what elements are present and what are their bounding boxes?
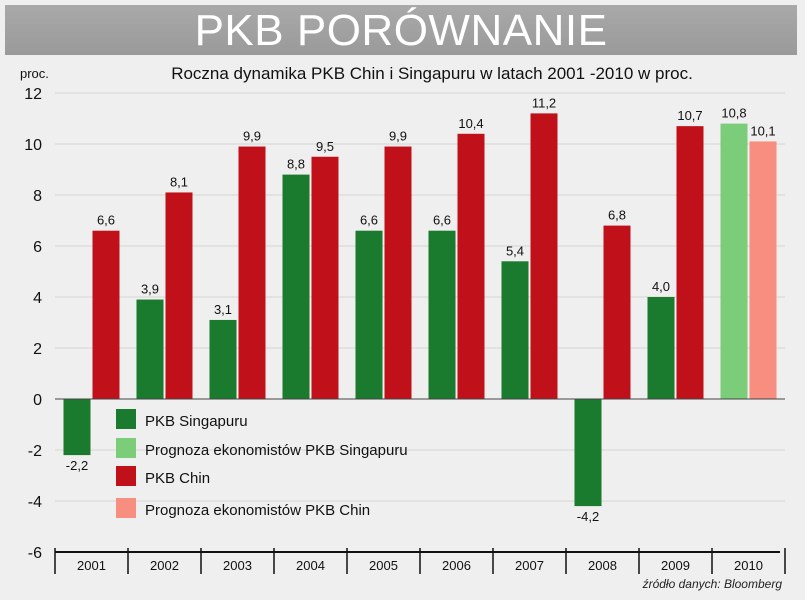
bar [574, 399, 602, 507]
bar [749, 141, 777, 399]
bar [136, 299, 164, 399]
y-tick-label: -2 [28, 443, 42, 460]
y-tick-label: 4 [33, 290, 42, 307]
legend-label: PKB Chin [145, 470, 210, 487]
bar [428, 230, 456, 399]
data-label: -2,2 [66, 458, 88, 473]
legend-swatch [116, 438, 136, 458]
x-tick-label: 2004 [296, 558, 325, 573]
data-label: 3,9 [141, 282, 159, 297]
bar [501, 261, 529, 399]
y-tick-label: 8 [33, 188, 42, 205]
x-tick-label: 2001 [77, 558, 106, 573]
bar [457, 133, 485, 400]
data-label: 10,7 [677, 108, 702, 123]
data-label: 10,8 [721, 106, 746, 121]
y-tick-label: 12 [24, 86, 42, 103]
data-label: 6,8 [608, 208, 626, 223]
data-label: -4,2 [577, 509, 599, 524]
data-label: 10,1 [750, 123, 775, 138]
legend-swatch [116, 409, 136, 429]
data-label: 4,0 [652, 279, 670, 294]
data-label: 8,8 [287, 157, 305, 172]
x-tick-label: 2005 [369, 558, 398, 573]
data-label: 8,1 [170, 174, 188, 189]
bar [63, 399, 91, 456]
bar [530, 113, 558, 400]
bar [165, 192, 193, 399]
bar [647, 297, 675, 399]
y-tick-label: 6 [33, 239, 42, 256]
x-tick-label: 2009 [661, 558, 690, 573]
bar [311, 156, 339, 399]
data-label: 9,9 [243, 129, 261, 144]
legend-swatch [116, 466, 136, 486]
data-label: 9,5 [316, 139, 334, 154]
legend-swatch [116, 498, 136, 518]
data-label: 9,9 [389, 129, 407, 144]
chart-title: Roczna dynamika PKB Chin i Singapuru w l… [171, 64, 693, 83]
data-label: 11,2 [532, 95, 556, 110]
bar [720, 123, 748, 399]
y-tick-label: 2 [33, 341, 42, 358]
bar [238, 146, 266, 399]
bar [384, 146, 412, 399]
y-tick-label: 10 [24, 137, 42, 154]
source-note: źródło danych: Bloomberg [642, 577, 783, 591]
legend-label: Prognoza ekonomistów PKB Chin [145, 502, 370, 519]
data-label: 6,6 [97, 213, 115, 228]
x-tick-label: 2008 [588, 558, 617, 573]
page-title: PKB PORÓWNANIE [5, 5, 797, 55]
x-tick-label: 2002 [150, 558, 179, 573]
x-tick-label: 2003 [223, 558, 252, 573]
y-tick-label: 0 [33, 392, 42, 409]
data-label: 6,6 [433, 213, 451, 228]
bar [603, 225, 631, 399]
bar [355, 230, 383, 399]
data-label: 3,1 [214, 302, 232, 317]
legend-label: PKB Singapuru [145, 413, 248, 430]
x-tick-label: 2010 [734, 558, 763, 573]
bar [676, 126, 704, 400]
data-label: 10,4 [458, 116, 483, 131]
y-axis-label: proc. [20, 66, 49, 81]
bar [209, 319, 237, 399]
data-label: 6,6 [360, 213, 378, 228]
x-tick-label: 2006 [442, 558, 471, 573]
bar [92, 230, 120, 399]
y-tick-label: -4 [28, 494, 42, 511]
legend-label: Prognoza ekonomistów PKB Singapuru [145, 442, 408, 459]
bar [282, 174, 310, 399]
y-tick-label: -6 [28, 545, 42, 562]
data-label: 5,4 [506, 243, 524, 258]
x-tick-label: 2007 [515, 558, 544, 573]
